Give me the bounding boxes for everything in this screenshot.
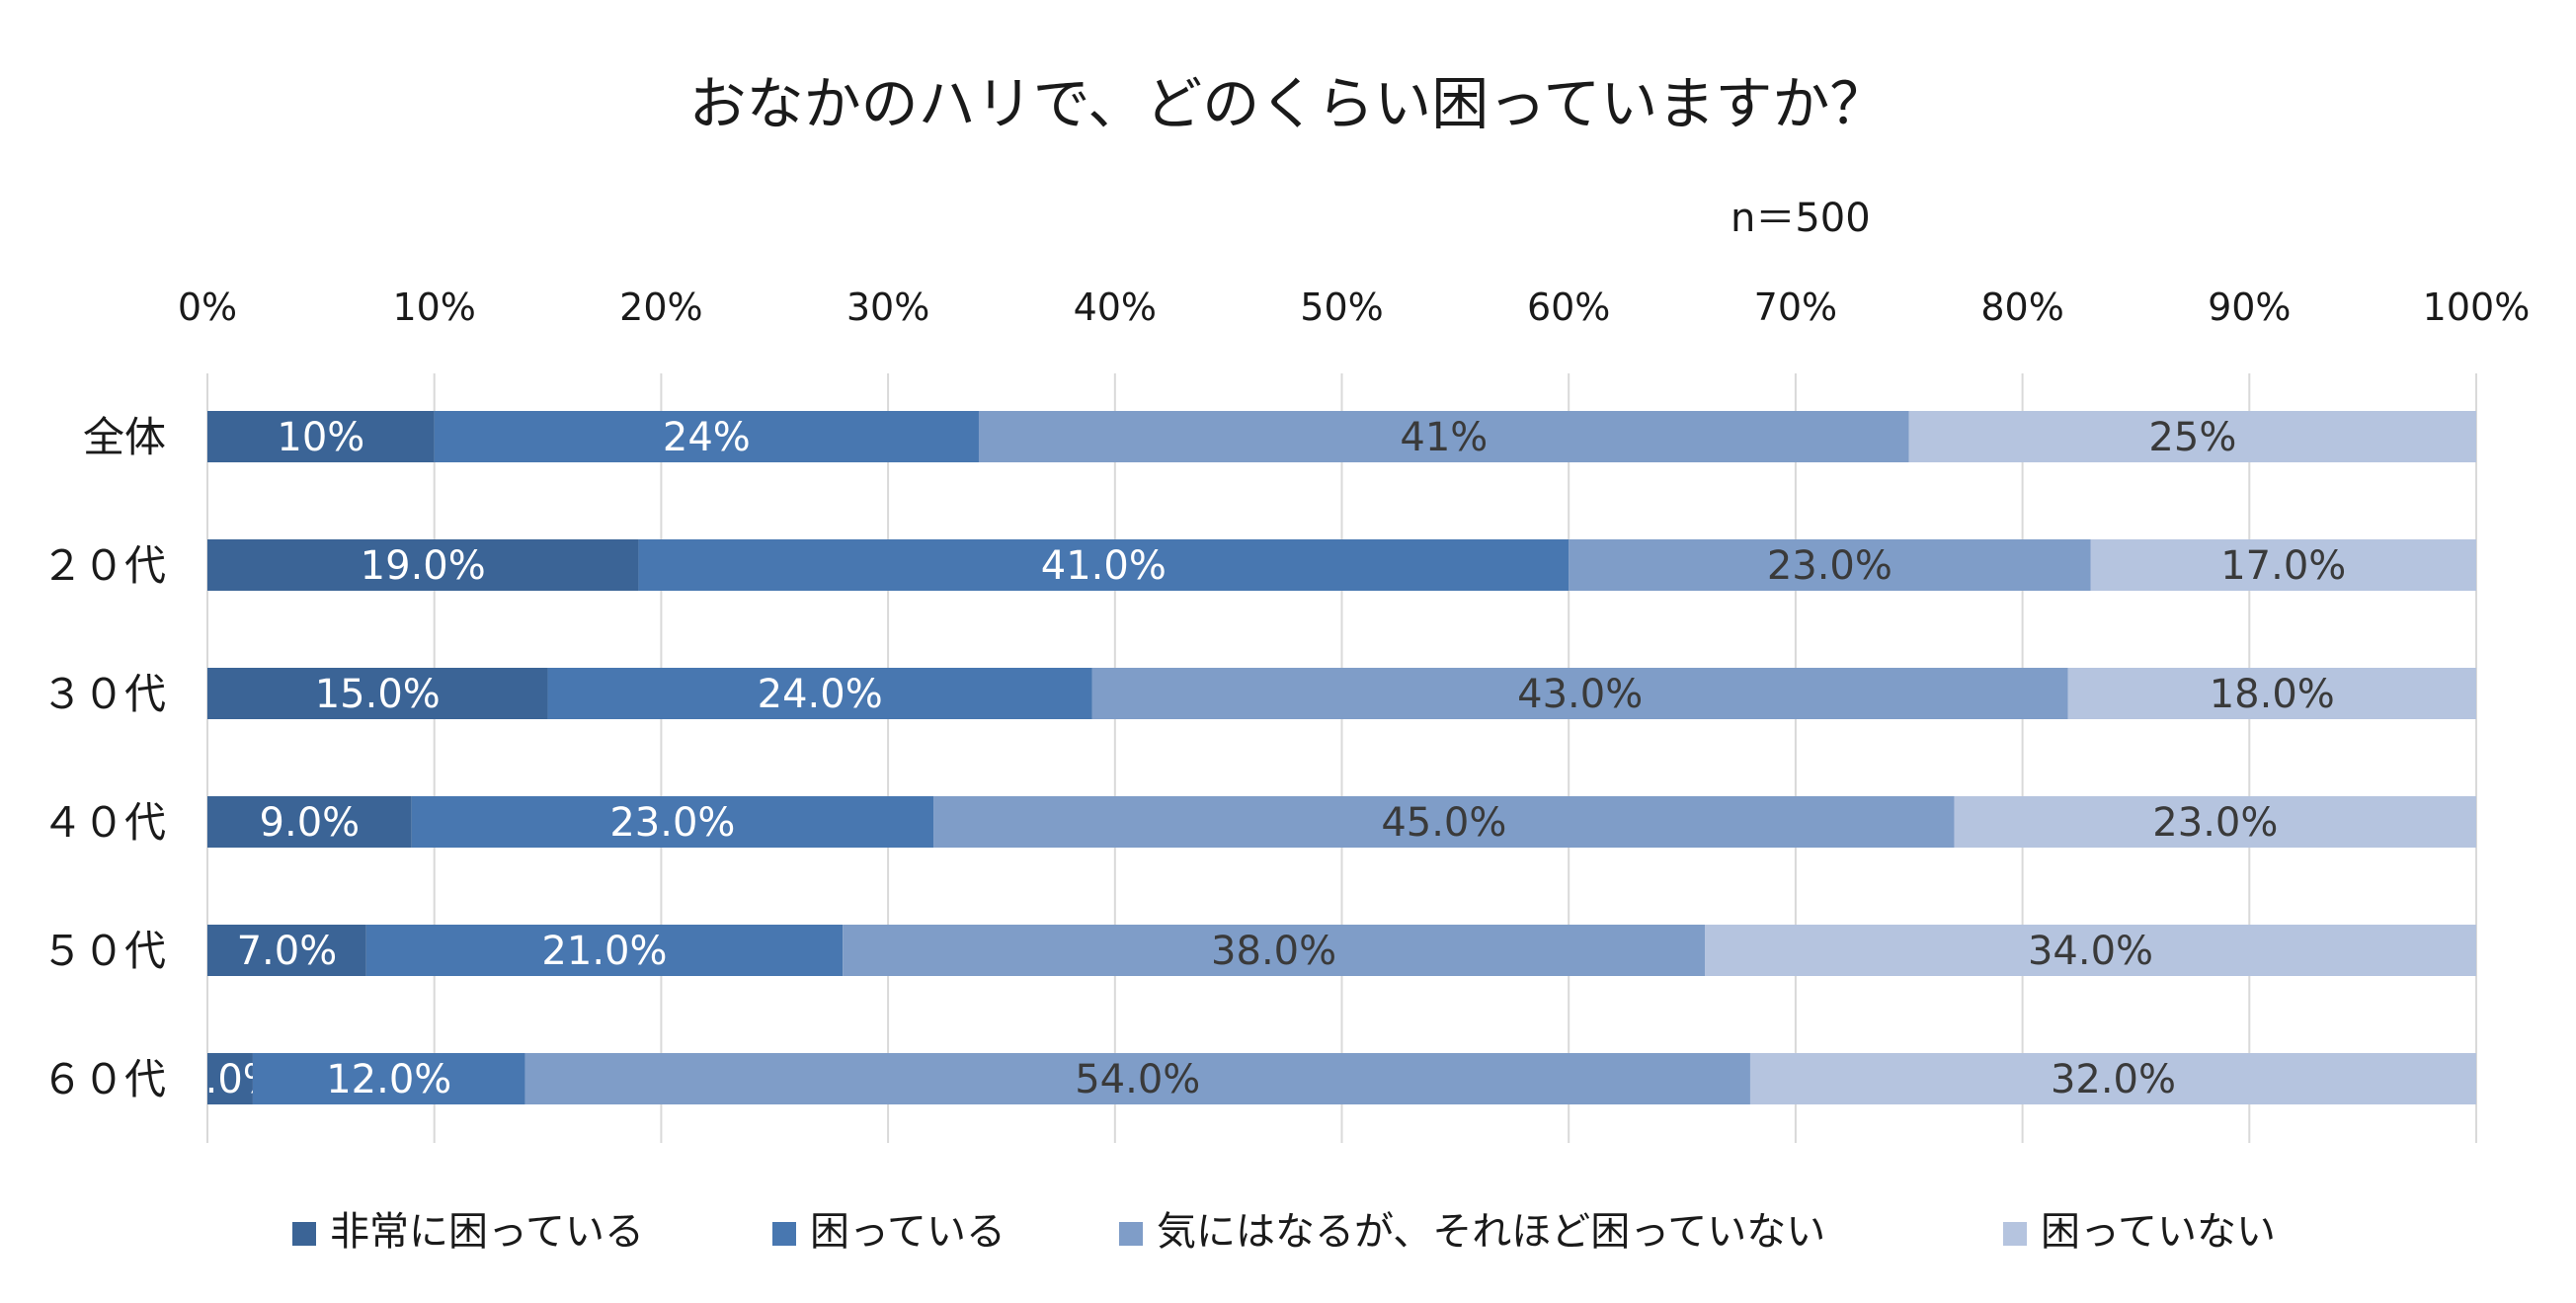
bar-segment bbox=[207, 925, 366, 976]
bar-segment bbox=[2090, 539, 2476, 591]
bar-segment bbox=[1705, 925, 2476, 976]
x-tick-label: 80% bbox=[1980, 285, 2063, 329]
bar-segment bbox=[207, 539, 639, 591]
data-label: 21.0% bbox=[541, 929, 667, 974]
data-label: 23.0% bbox=[1767, 543, 1892, 589]
data-label: 34.0% bbox=[2028, 929, 2153, 974]
bar-segment bbox=[207, 796, 412, 848]
bar-segment bbox=[933, 796, 1955, 848]
y-category-label: ５０代 bbox=[41, 927, 166, 975]
x-tick-label: 60% bbox=[1527, 285, 1610, 329]
bar-segment bbox=[207, 411, 435, 462]
x-tick-label: 0% bbox=[178, 285, 237, 329]
x-tick-label: 90% bbox=[2208, 285, 2291, 329]
y-category-label: 全体 bbox=[83, 413, 166, 461]
bar-segment bbox=[638, 539, 1570, 591]
data-label: 23.0% bbox=[609, 800, 735, 846]
data-label: 25% bbox=[2148, 415, 2236, 460]
x-tick-label: 30% bbox=[846, 285, 929, 329]
data-label: 45.0% bbox=[1381, 800, 1506, 846]
bar-segment bbox=[207, 668, 548, 719]
x-tick-label: 40% bbox=[1074, 285, 1157, 329]
data-label: 9.0% bbox=[260, 800, 361, 846]
data-label: 32.0% bbox=[2051, 1057, 2176, 1102]
y-category-label: ２０代 bbox=[41, 541, 166, 590]
bar-segment bbox=[1569, 539, 2091, 591]
data-label: 43.0% bbox=[1517, 672, 1643, 717]
data-label: 15.0% bbox=[315, 672, 441, 717]
bar-segment bbox=[524, 1053, 1750, 1104]
y-category-label: ６０代 bbox=[41, 1055, 166, 1103]
legend-label: 気にはなるが、それほど困っていない bbox=[1157, 1209, 1825, 1255]
bar-segment bbox=[1908, 411, 2476, 462]
data-label: 17.0% bbox=[2220, 543, 2346, 589]
data-label: 12.0% bbox=[326, 1057, 451, 1102]
data-label: 19.0% bbox=[361, 543, 486, 589]
x-tick-label: 100% bbox=[2423, 285, 2531, 329]
bar-segment bbox=[252, 1053, 525, 1104]
legend-swatch bbox=[772, 1222, 796, 1246]
x-tick-label: 10% bbox=[392, 285, 475, 329]
bar-segment bbox=[1954, 796, 2476, 848]
bar-segment bbox=[1091, 668, 2068, 719]
data-label: 10% bbox=[277, 415, 364, 460]
chart-title: おなかのハリで、どのくらい困っていますか？ bbox=[688, 70, 1888, 137]
bar-segment bbox=[434, 411, 979, 462]
chart-subtitle: n＝500 bbox=[1731, 196, 1871, 241]
bar-segment bbox=[365, 925, 844, 976]
x-tick-label: 20% bbox=[619, 285, 702, 329]
bar-segment bbox=[843, 925, 1706, 976]
x-tick-label: 70% bbox=[1754, 285, 1837, 329]
data-label: 38.0% bbox=[1211, 929, 1336, 974]
data-label: 41.0% bbox=[1041, 543, 1167, 589]
y-category-label: ３０代 bbox=[41, 670, 166, 718]
legend-swatch bbox=[1119, 1222, 1143, 1246]
x-tick-label: 50% bbox=[1300, 285, 1383, 329]
legend-label: 非常に困っている bbox=[330, 1209, 644, 1255]
bar-segment bbox=[547, 668, 1092, 719]
legend-swatch bbox=[2003, 1222, 2027, 1246]
bar-segment bbox=[207, 1053, 253, 1104]
y-category-label: ４０代 bbox=[41, 798, 166, 847]
data-label: 54.0% bbox=[1075, 1057, 1200, 1102]
data-label: 7.0% bbox=[237, 929, 338, 974]
legend-label: 困っていない bbox=[2041, 1209, 2276, 1255]
legend-label: 困っている bbox=[810, 1209, 1006, 1255]
data-label: 24% bbox=[663, 415, 751, 460]
data-label: 23.0% bbox=[2152, 800, 2278, 846]
data-label: 24.0% bbox=[758, 672, 883, 717]
bar-segment bbox=[2067, 668, 2476, 719]
bar-segment bbox=[411, 796, 934, 848]
data-label: 18.0% bbox=[2210, 672, 2335, 717]
bar-segment bbox=[1749, 1053, 2476, 1104]
legend-swatch bbox=[292, 1222, 316, 1246]
bar-segment bbox=[978, 411, 1909, 462]
data-label: 41% bbox=[1400, 415, 1488, 460]
